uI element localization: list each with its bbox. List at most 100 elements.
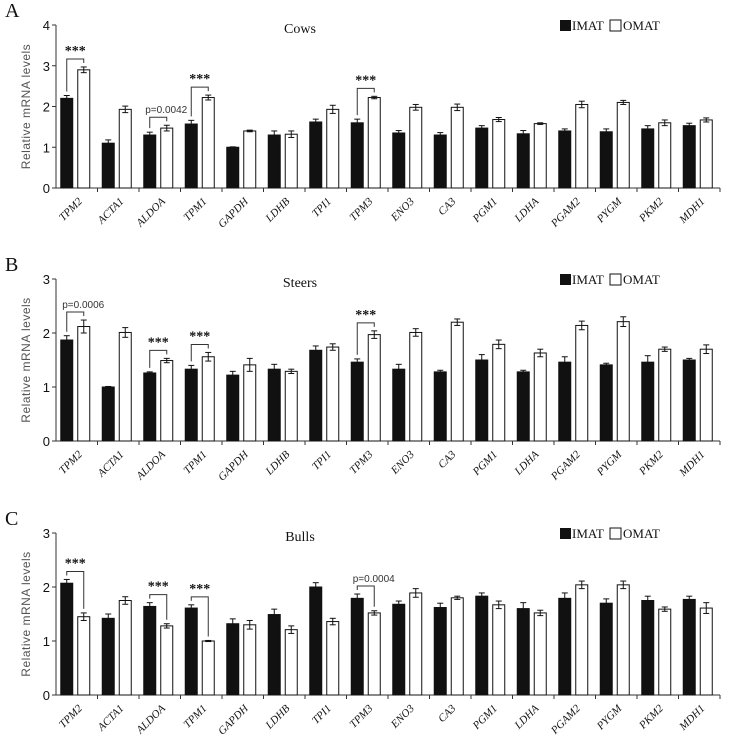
bar-imat [60, 97, 74, 189]
bar-imat [475, 595, 489, 696]
bar-omat [160, 127, 174, 189]
bar-imat [309, 121, 323, 189]
significance-label: *** [189, 582, 210, 597]
x-tick-label: TPM2 [57, 195, 85, 223]
significance-bracket [190, 86, 209, 117]
significance-label: *** [189, 329, 210, 344]
y-tick-label: 3 [43, 59, 50, 74]
bar-omat [160, 625, 174, 696]
bar-imat [475, 127, 489, 189]
bar-omat [492, 604, 506, 696]
significance-label: *** [148, 335, 169, 350]
bar-imat [641, 128, 655, 189]
bar-imat [143, 372, 157, 442]
bar-imat [558, 597, 572, 696]
x-tick-label: PYGM [594, 195, 625, 226]
bar-imat [599, 602, 613, 696]
x-tick-label: PGM1 [470, 196, 500, 226]
legend-swatch-omat [609, 273, 622, 286]
legend-label-omat: OMAT [623, 526, 660, 541]
bar-omat [658, 348, 672, 442]
x-tick-label: CA3 [436, 195, 459, 218]
x-tick-label: PYGM [594, 702, 625, 733]
x-tick-label: PGAM2 [548, 702, 583, 737]
x-tick-label: ALDOA [134, 702, 168, 736]
bar-imat [516, 608, 530, 696]
legend: IMAT OMAT [560, 272, 660, 287]
bar-omat [118, 600, 132, 696]
significance-label: *** [355, 308, 376, 323]
panel-b: B Steers Relative mRNA levels 0 1 2 3 IMAT OMAT T… [5, 254, 721, 484]
bar-omat [326, 108, 340, 189]
bar-omat [575, 584, 589, 696]
bar-omat [450, 597, 464, 696]
bar-omat [616, 321, 630, 442]
significance-bracket [149, 116, 168, 129]
significance-bracket [149, 349, 168, 368]
significance-bracket [190, 343, 209, 362]
significance-bracket [190, 596, 209, 637]
bar-imat [60, 582, 74, 696]
x-tick-label: ENO3 [388, 702, 417, 731]
x-tick-label: ALDOA [134, 448, 168, 482]
bar-omat [201, 356, 215, 442]
y-axis-label: Relative mRNA levels [19, 551, 33, 676]
x-tick-label: MDH1 [677, 703, 708, 734]
significance-label: *** [65, 556, 86, 571]
bar-omat [699, 348, 713, 442]
x-tick-label: GAPDH [216, 448, 252, 484]
bar-omat [77, 616, 91, 696]
significance-label: *** [65, 44, 86, 59]
y-tick-label: 2 [43, 100, 50, 115]
y-tick-label: 0 [43, 181, 50, 196]
x-tick-label: TPI1 [310, 196, 334, 220]
significance-label: p=0.0004 [353, 574, 395, 585]
bar-omat [616, 101, 630, 189]
x-tick-label: ACTA1 [95, 196, 127, 228]
y-tick-label: 1 [43, 380, 50, 395]
bar-imat [226, 146, 240, 189]
bar-imat [184, 607, 198, 696]
y-tick-label: 2 [43, 580, 50, 595]
bar-imat [267, 134, 281, 189]
bar-omat [118, 331, 132, 442]
y-tick-label: 1 [43, 634, 50, 649]
x-tick-label: ENO3 [388, 448, 417, 477]
bar-omat [492, 343, 506, 442]
bar-imat [682, 598, 696, 696]
bar-imat [60, 339, 74, 442]
y-tick-label: 1 [43, 140, 50, 155]
x-tick-label: CA3 [436, 448, 459, 471]
panel-letter: C [5, 508, 18, 530]
bar-imat [267, 368, 281, 442]
bar-imat [267, 614, 281, 696]
significance-bracket [356, 322, 375, 355]
bar-omat [367, 334, 381, 442]
x-tick-label: PGAM2 [548, 448, 583, 483]
bar-imat [101, 142, 115, 189]
bar-omat [201, 640, 215, 696]
x-tick-label: LDHB [263, 448, 293, 478]
bar-omat [367, 612, 381, 696]
x-tick-label: MDH1 [677, 449, 708, 480]
bar-imat [226, 623, 240, 696]
legend-label-imat: IMAT [572, 18, 604, 33]
x-tick-label: TPI1 [310, 449, 334, 473]
bar-omat [201, 97, 215, 189]
bar-imat [392, 368, 406, 442]
bar-imat [516, 133, 530, 189]
bar-imat [392, 132, 406, 189]
bar-imat [392, 603, 406, 696]
bar-omat [243, 130, 257, 189]
x-tick-label: TPM2 [57, 702, 85, 730]
x-tick-label: GAPDH [216, 702, 252, 738]
bar-imat [184, 123, 198, 189]
significance-bracket [66, 311, 85, 332]
x-tick-label: TPM2 [57, 448, 85, 476]
y-tick-label: 3 [43, 272, 50, 287]
x-tick-label: ENO3 [388, 195, 417, 224]
legend-label-omat: OMAT [623, 272, 660, 287]
significance-bracket [66, 570, 85, 609]
chart-title: Bulls [285, 530, 315, 545]
x-tick-label: PGM1 [470, 703, 500, 733]
